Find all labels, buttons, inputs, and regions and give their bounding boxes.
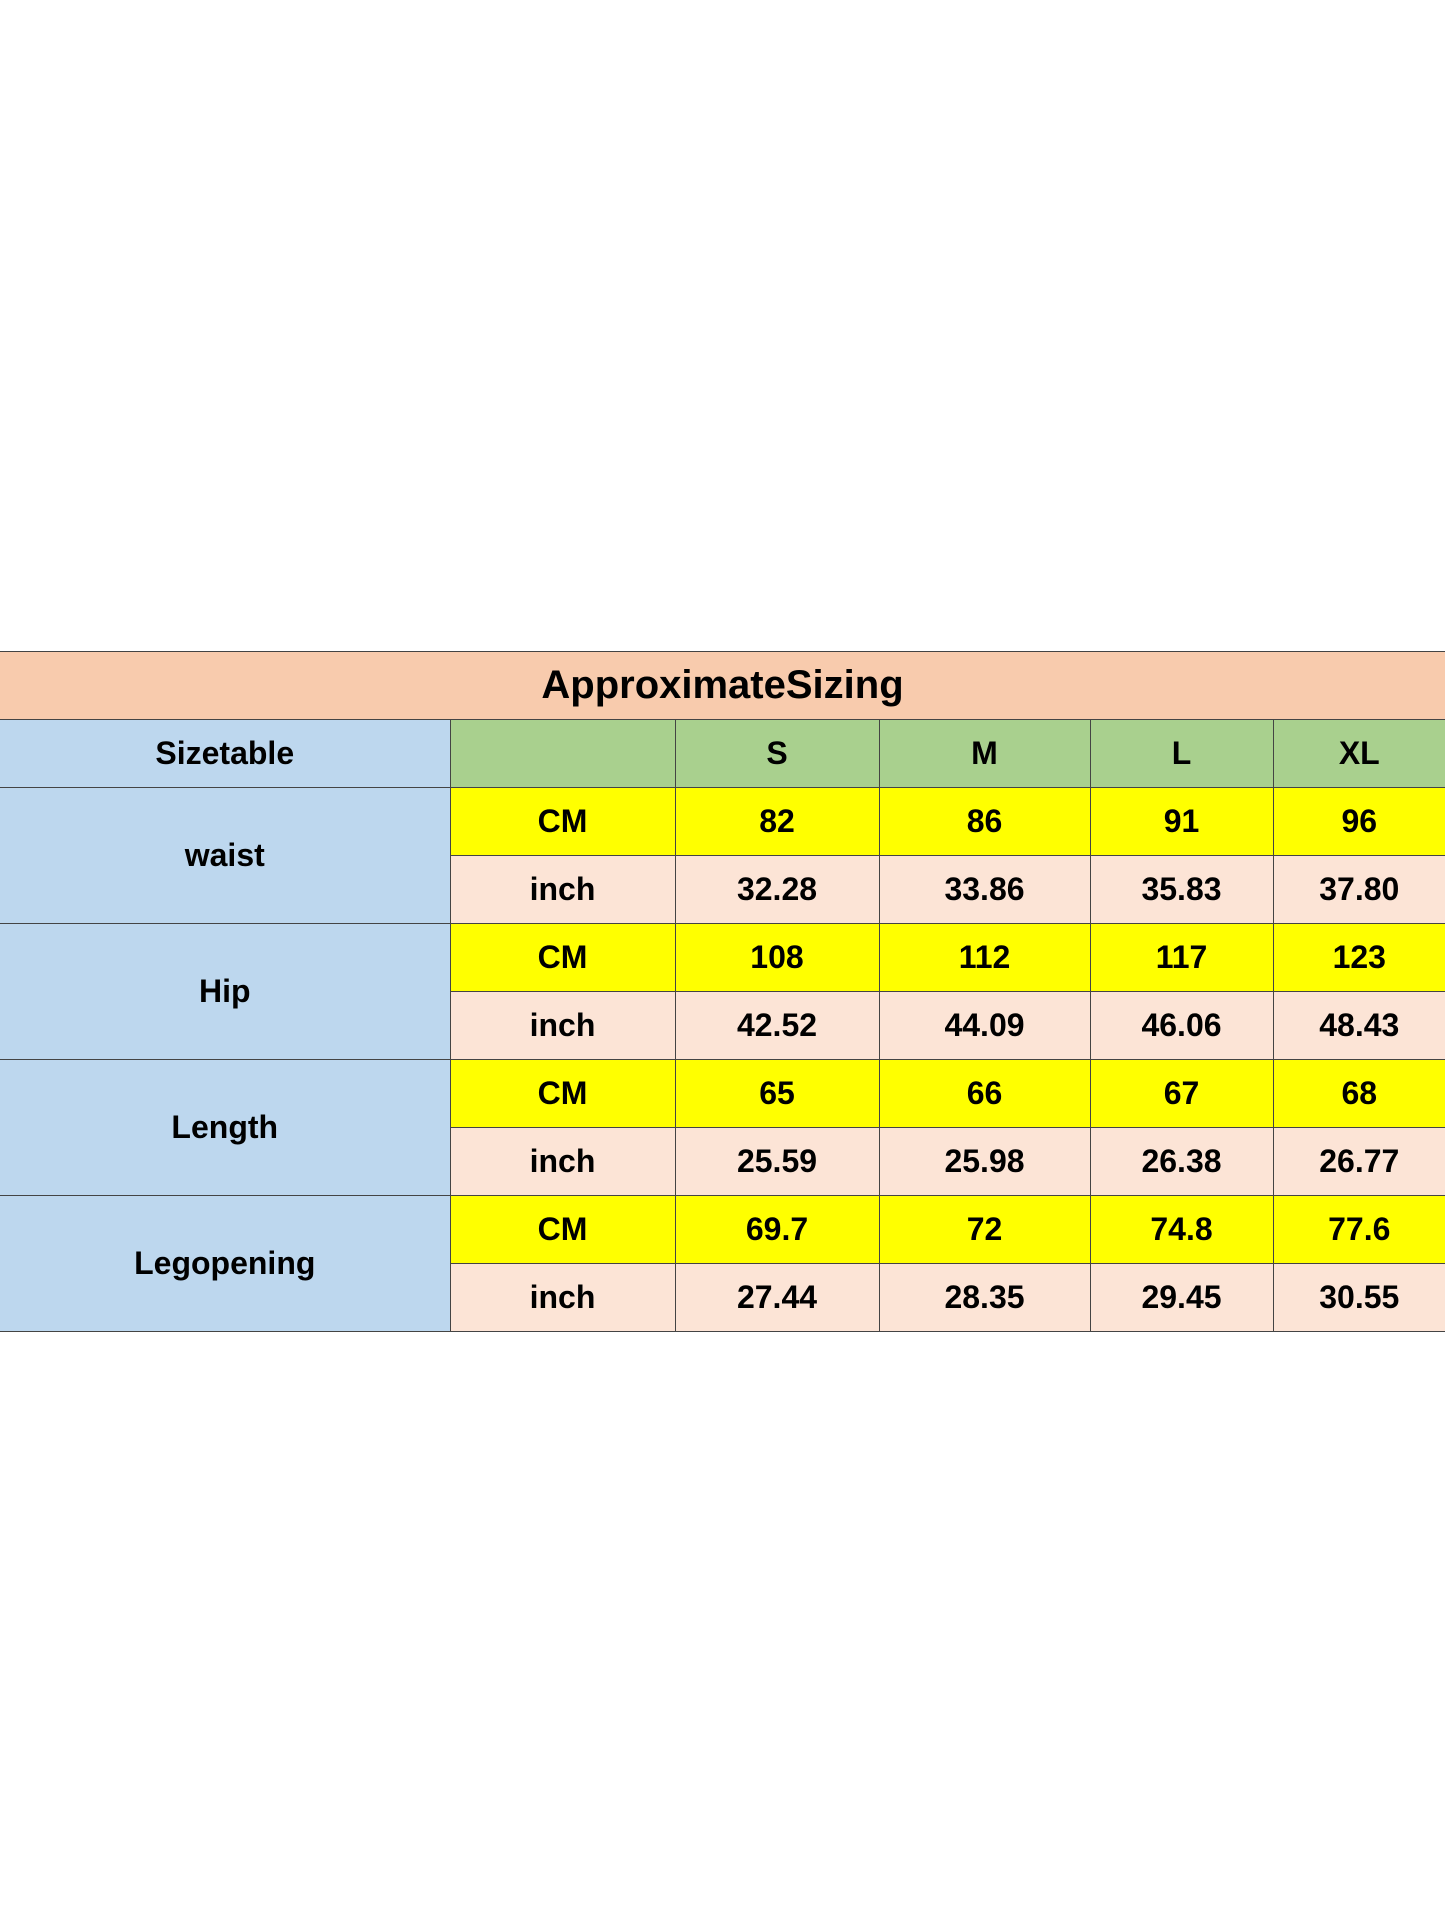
measure-value: 72 [878,1195,1091,1264]
unit-label: inch [449,855,676,924]
measure-value: 48.43 [1272,991,1445,1060]
size-header: M [878,719,1091,788]
measure-value: 91 [1089,787,1274,856]
measure-value: 117 [1089,923,1274,992]
measure-value: 96 [1272,787,1445,856]
measure-value: 42.52 [674,991,880,1060]
header-label: Sizetable [0,719,451,788]
measure-name: waist [0,787,451,924]
measure-value: 69.7 [674,1195,880,1264]
measure-row: Hip CM 108 112 117 123 [0,923,1445,1060]
header-blank [449,719,676,788]
measure-value: 25.59 [674,1127,880,1196]
measure-name: Hip [0,923,451,1060]
measure-value: 27.44 [674,1263,880,1332]
unit-label: inch [449,1127,676,1196]
unit-label: CM [449,923,676,992]
measure-value: 66 [878,1059,1091,1128]
measure-value: 108 [674,923,880,992]
measure-value: 68 [1272,1059,1445,1128]
measure-value: 37.80 [1272,855,1445,924]
unit-label: inch [449,1263,676,1332]
size-header: XL [1272,719,1445,788]
measure-row: inch 42.52 44.09 46.06 48.43 [0,991,1445,1060]
header-row: Sizetable S M L XL [0,719,1445,788]
measure-value: 112 [878,923,1091,992]
measure-value: 26.77 [1272,1127,1445,1196]
measure-row: inch 32.28 33.86 35.83 37.80 [0,855,1445,924]
measure-value: 28.35 [878,1263,1091,1332]
measure-row: waist CM 82 86 91 96 [0,787,1445,924]
measure-row: Length CM 65 66 67 68 [0,1059,1445,1196]
unit-label: CM [449,1059,676,1128]
measure-value: 65 [674,1059,880,1128]
measure-row: inch 27.44 28.35 29.45 30.55 [0,1263,1445,1332]
size-header: L [1089,719,1274,788]
measure-row: inch 25.59 25.98 26.38 26.77 [0,1127,1445,1196]
measure-value: 33.86 [878,855,1091,924]
measure-value: 123 [1272,923,1445,992]
title-row: ApproximateSizing [0,651,1445,720]
table-title: ApproximateSizing [0,651,1445,720]
measure-row: Legopening CM 69.7 72 74.8 77.6 [0,1195,1445,1332]
measure-value: 44.09 [878,991,1091,1060]
measure-value: 86 [878,787,1091,856]
measure-value: 74.8 [1089,1195,1274,1264]
measure-value: 67 [1089,1059,1274,1128]
measure-value: 46.06 [1089,991,1274,1060]
measure-value: 82 [674,787,880,856]
unit-label: CM [449,787,676,856]
unit-label: CM [449,1195,676,1264]
measure-name: Length [0,1059,451,1196]
measure-value: 32.28 [674,855,880,924]
measure-value: 25.98 [878,1127,1091,1196]
measure-value: 35.83 [1089,855,1274,924]
measure-value: 30.55 [1272,1263,1445,1332]
measure-value: 77.6 [1272,1195,1445,1264]
unit-label: inch [449,991,676,1060]
measure-value: 29.45 [1089,1263,1274,1332]
size-table: ApproximateSizing Sizetable S M L XL waist CM 82… [0,651,1445,1332]
size-header: S [674,719,880,788]
measure-value: 26.38 [1089,1127,1274,1196]
measure-name: Legopening [0,1195,451,1332]
